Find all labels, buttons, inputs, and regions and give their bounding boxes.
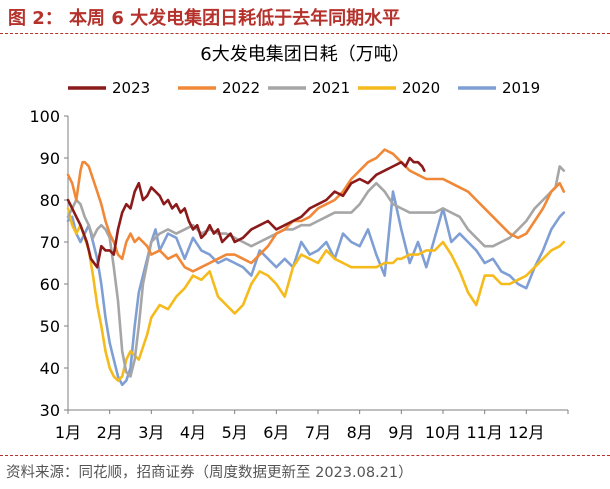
series-line-2020 bbox=[66, 207, 566, 382]
x-tick-label: 2月 bbox=[97, 423, 123, 442]
y-tick-label: 80 bbox=[40, 191, 60, 210]
legend-item-2023: 2023 bbox=[68, 79, 150, 97]
x-tick-label: 12月 bbox=[508, 423, 544, 442]
legend-label: 2022 bbox=[222, 79, 260, 97]
source-divider bbox=[0, 455, 610, 456]
legend-label: 2021 bbox=[312, 79, 350, 97]
x-tick-label: 7月 bbox=[305, 423, 331, 442]
x-tick-label: 8月 bbox=[347, 423, 373, 442]
x-tick-label: 6月 bbox=[263, 423, 289, 442]
source-note: 资料来源：同花顺，招商证券（周度数据更新至 2023.08.21） bbox=[6, 465, 413, 481]
x-tick-label: 9月 bbox=[388, 423, 414, 442]
legend-item-2021: 2021 bbox=[268, 79, 350, 97]
y-tick-label: 100 bbox=[29, 107, 60, 126]
line-chart: 6大发电集团日耗（万吨） 2023 2022 2021 2020 2019 30 40 50… bbox=[29, 44, 569, 442]
x-tick-label: 1月 bbox=[55, 423, 81, 442]
chart-axes: 30 40 50 60 70 80 90 100 1月 2月 3月 4月 5月 6月 7月 8月 9月 10月 11… bbox=[29, 107, 569, 442]
y-tick-label: 90 bbox=[40, 149, 60, 168]
y-tick-label: 40 bbox=[40, 359, 60, 378]
y-tick-label: 50 bbox=[40, 317, 60, 336]
figure-title: 图 2： 本周 6 大发电集团日耗低于去年同期水平 bbox=[8, 8, 401, 29]
x-tick-label: 4月 bbox=[180, 423, 206, 442]
x-tick-label: 5月 bbox=[222, 423, 248, 442]
x-tick-label: 11月 bbox=[466, 423, 502, 442]
legend-label: 2023 bbox=[112, 79, 150, 97]
chart-series bbox=[66, 148, 566, 387]
chart-title: 6大发电集团日耗（万吨） bbox=[200, 44, 409, 65]
x-tick-label: 3月 bbox=[138, 423, 164, 442]
legend-label: 2019 bbox=[502, 79, 540, 97]
legend-item-2019: 2019 bbox=[458, 79, 540, 97]
y-tick-label: 60 bbox=[40, 275, 60, 294]
legend-item-2022: 2022 bbox=[178, 79, 260, 97]
legend-item-2020: 2020 bbox=[358, 79, 440, 97]
chart-legend: 2023 2022 2021 2020 2019 bbox=[68, 79, 540, 97]
series-line-2023 bbox=[66, 156, 426, 269]
title-divider bbox=[0, 33, 610, 34]
series-line-2022 bbox=[66, 148, 566, 273]
series-line-2019 bbox=[66, 190, 566, 387]
legend-label: 2020 bbox=[402, 79, 440, 97]
y-tick-label: 30 bbox=[40, 401, 60, 420]
y-tick-label: 70 bbox=[40, 233, 60, 252]
x-tick-label: 10月 bbox=[425, 423, 461, 442]
